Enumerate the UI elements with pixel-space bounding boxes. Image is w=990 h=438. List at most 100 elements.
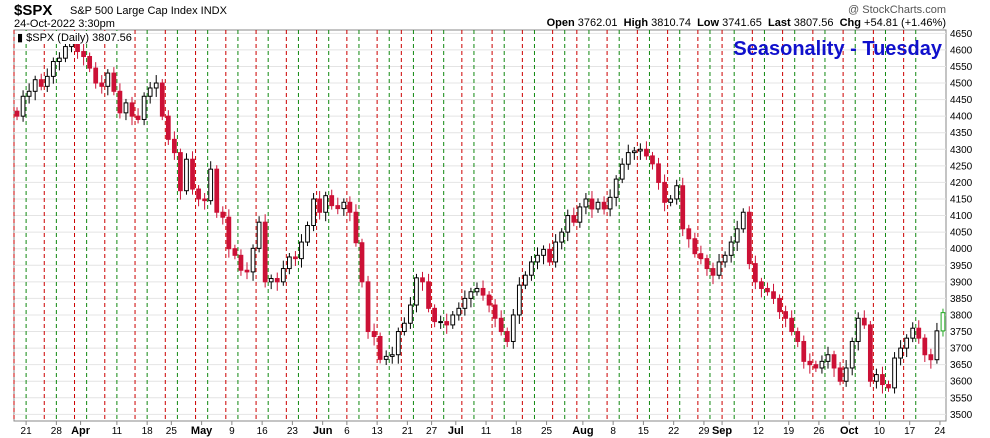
candle-body xyxy=(535,254,540,263)
candle-body xyxy=(365,281,371,333)
candle-body xyxy=(226,216,232,250)
y-tick-label: 4450 xyxy=(950,95,973,106)
candle-body xyxy=(934,330,940,361)
x-tick-label: 18 xyxy=(142,426,154,437)
x-tick-label: 23 xyxy=(287,426,299,437)
x-tick-label: 21 xyxy=(21,426,33,437)
x-tick-label: 11 xyxy=(112,426,123,437)
candle-body xyxy=(547,248,552,263)
candle-body xyxy=(274,278,280,283)
candle-body xyxy=(565,215,571,233)
candle-body xyxy=(813,364,819,369)
candle-body xyxy=(135,115,141,120)
y-tick-label: 4600 xyxy=(950,45,973,56)
candle-body xyxy=(801,340,807,362)
y-tick-label: 3950 xyxy=(950,261,973,272)
candle-body xyxy=(571,215,577,223)
candle-body xyxy=(541,248,546,256)
candle-body xyxy=(111,72,117,92)
y-tick-label: 4050 xyxy=(950,228,973,239)
candle-body xyxy=(807,360,813,366)
candle-body xyxy=(474,287,480,293)
x-tick-label: 6 xyxy=(344,426,350,437)
candle-body xyxy=(861,317,867,326)
candle-body xyxy=(910,327,916,339)
candle-body xyxy=(740,211,746,230)
y-tick-label: 4250 xyxy=(950,161,973,172)
candle-body xyxy=(147,87,153,97)
candle-body xyxy=(32,79,38,92)
y-tick-label: 4300 xyxy=(950,145,973,156)
y-tick-label: 3500 xyxy=(950,410,973,421)
candle-body xyxy=(904,337,910,349)
x-tick-label: 24 xyxy=(934,426,946,437)
candle-body xyxy=(105,72,111,87)
x-tick-label: Sep xyxy=(712,425,732,437)
candle-body xyxy=(577,206,583,223)
last-value: 3807.56 xyxy=(793,17,834,29)
candle-body xyxy=(184,158,189,192)
candle-body xyxy=(432,307,437,323)
candle-body xyxy=(172,138,177,154)
y-tick-label: 4350 xyxy=(950,128,973,139)
candle-body xyxy=(232,248,238,256)
candle-body xyxy=(280,268,286,283)
y-tick-label: 4150 xyxy=(950,194,973,205)
candle-body xyxy=(668,198,674,203)
candle-body xyxy=(504,331,510,342)
y-tick-label: 3850 xyxy=(950,294,973,305)
candle-body xyxy=(141,95,147,120)
x-tick-label: Jul xyxy=(448,425,464,437)
low-value: 3741.65 xyxy=(722,17,762,29)
candle-body xyxy=(855,317,861,342)
x-tick-label: Oct xyxy=(840,425,859,437)
y-tick-label: 4100 xyxy=(950,211,973,222)
x-tick-label: 22 xyxy=(668,426,680,437)
candle-body xyxy=(383,355,389,360)
candle-body xyxy=(789,317,795,333)
x-tick-label: Aug xyxy=(572,425,593,437)
candle-body xyxy=(20,95,26,117)
y-tick-label: 4550 xyxy=(950,62,973,73)
chart-date: 24-Oct-2022 3:30pm xyxy=(14,18,115,30)
x-tick-label: 29 xyxy=(698,426,710,437)
candle-body xyxy=(38,79,44,87)
candle-body xyxy=(698,253,704,260)
candle-body xyxy=(50,60,56,77)
candle-body xyxy=(892,357,897,389)
candle-body xyxy=(311,198,316,227)
y-tick-label: 4500 xyxy=(950,79,973,90)
candle-body xyxy=(728,241,734,256)
ohlc-readout: Open 3762.01 High 3810.74 Low 3741.65 La… xyxy=(547,17,946,29)
candle-body xyxy=(63,46,68,59)
candle-body xyxy=(752,263,758,283)
candle-body xyxy=(123,102,129,114)
candle-body xyxy=(498,317,504,333)
high-label: High xyxy=(623,17,649,29)
candle-body xyxy=(44,75,50,87)
x-tick-label: 9 xyxy=(229,426,235,437)
candle-body xyxy=(523,274,528,286)
symbol-label: $SPX xyxy=(14,2,53,19)
x-tick-label: 12 xyxy=(753,426,765,437)
x-tick-label: May xyxy=(191,425,213,437)
x-tick-label: 28 xyxy=(51,426,63,437)
candle-body xyxy=(656,163,661,183)
candle-body xyxy=(262,221,268,283)
x-tick-label: 16 xyxy=(257,426,269,437)
candle-body xyxy=(159,82,165,117)
candle-body xyxy=(317,198,322,213)
candle-body xyxy=(607,196,613,210)
candle-body xyxy=(559,231,565,243)
open-value: 3762.01 xyxy=(577,17,618,29)
candle-body xyxy=(922,337,928,356)
y-tick-label: 4650 xyxy=(950,29,973,40)
candle-body xyxy=(529,261,534,276)
candle-body xyxy=(202,198,208,202)
x-tick-label: 13 xyxy=(372,426,384,437)
y-tick-label: 4000 xyxy=(950,244,973,255)
candle-body xyxy=(631,150,637,154)
candle-body xyxy=(214,168,220,213)
candle-body xyxy=(583,198,589,208)
